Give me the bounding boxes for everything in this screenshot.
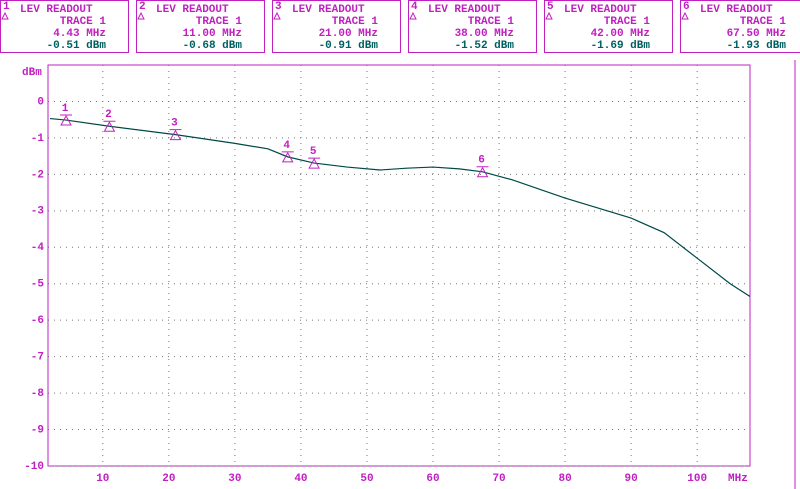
- x-tick-label: 20: [162, 473, 175, 485]
- readout-level: -1.52 dBm: [455, 40, 515, 52]
- readout-title: LEV READOUT: [292, 4, 365, 16]
- readout-box: [680, 0, 800, 53]
- marker-symbol: [103, 120, 116, 132]
- readout-level: -1.93 dBm: [727, 40, 787, 52]
- readout-title: LEV READOUT: [20, 4, 93, 16]
- readout-frequency: 42.00 MHz: [591, 28, 650, 40]
- x-tick-label: 10: [96, 473, 109, 485]
- readout-box: [272, 0, 401, 53]
- readout-frequency: 11.00 MHz: [183, 28, 242, 40]
- readout-marker-number: 6: [683, 1, 690, 13]
- y-tick-label: 0: [37, 96, 44, 108]
- plot-frame: [47, 64, 751, 467]
- marker-symbol: [60, 114, 73, 126]
- trace-line: [49, 117, 751, 297]
- marker-number: 4: [283, 140, 290, 152]
- readout-box: [544, 0, 673, 53]
- readout-marker-number: 4: [411, 1, 418, 13]
- x-tick-label: 80: [558, 473, 571, 485]
- readout-marker-symbol: [545, 11, 553, 20]
- readout-marker-symbol: [137, 11, 145, 20]
- readout-marker-number: 2: [139, 1, 146, 13]
- x-tick-label: 30: [228, 473, 241, 485]
- readout-box: [136, 0, 265, 53]
- readout-level: -0.91 dBm: [319, 40, 379, 52]
- readout-marker-symbol: [681, 11, 689, 20]
- y-axis-label: dBm: [22, 67, 42, 79]
- readout-frequency: 38.00 MHz: [455, 28, 514, 40]
- x-tick-label: 50: [360, 473, 373, 485]
- readout-title: LEV READOUT: [700, 4, 773, 16]
- readout-marker-symbol: [409, 11, 417, 20]
- x-tick-label: 60: [426, 473, 439, 485]
- readout-trace: TRACE 1: [740, 16, 787, 28]
- x-tick-label: 100: [687, 473, 707, 485]
- readout-frequency: 67.50 MHz: [727, 28, 786, 40]
- readout-box: [0, 0, 129, 53]
- x-tick-label: 70: [492, 473, 505, 485]
- marker-number: 1: [62, 103, 69, 115]
- readout-level: -1.69 dBm: [591, 40, 651, 52]
- y-tick-label: -10: [24, 461, 44, 473]
- readout-marker-symbol: [1, 11, 9, 20]
- y-tick-label: -8: [31, 388, 45, 400]
- marker-symbol: [169, 129, 182, 141]
- readout-trace: TRACE 1: [468, 16, 515, 28]
- readout-marker-symbol: [273, 11, 281, 20]
- y-tick-label: -5: [31, 279, 45, 291]
- y-tick-label: -7: [31, 352, 44, 364]
- y-tick-label: -9: [31, 424, 44, 436]
- marker-number: 3: [171, 118, 178, 130]
- readout-level: -0.51 dBm: [47, 40, 107, 52]
- readout-trace: TRACE 1: [196, 16, 243, 28]
- readout-trace: TRACE 1: [60, 16, 107, 28]
- readout-level: -0.68 dBm: [183, 40, 243, 52]
- readout-title: LEV READOUT: [428, 4, 501, 16]
- marker-symbol: [281, 151, 294, 163]
- readout-frequency: 21.00 MHz: [319, 28, 378, 40]
- y-tick-label: -6: [31, 315, 44, 327]
- x-axis-label: MHz: [728, 473, 748, 485]
- readout-title: LEV READOUT: [156, 4, 229, 16]
- readout-title: LEV READOUT: [564, 4, 637, 16]
- readout-marker-number: 5: [547, 1, 554, 13]
- y-tick-label: -2: [31, 169, 44, 181]
- readout-trace: TRACE 1: [604, 16, 651, 28]
- marker-number: 5: [310, 146, 317, 158]
- marker-number: 6: [478, 155, 485, 167]
- readout-marker-number: 3: [275, 1, 282, 13]
- readout-marker-number: 1: [3, 1, 10, 13]
- y-tick-label: -4: [31, 242, 45, 254]
- x-tick-label: 90: [625, 473, 638, 485]
- readout-box: [408, 0, 537, 53]
- marker-symbol: [476, 166, 489, 178]
- x-tick-label: 40: [294, 473, 307, 485]
- y-tick-label: -3: [31, 206, 45, 218]
- readout-trace: TRACE 1: [332, 16, 379, 28]
- marker-symbol: [308, 157, 321, 169]
- marker-number: 2: [105, 109, 112, 121]
- readout-frequency: 4.43 MHz: [53, 28, 106, 40]
- y-tick-label: -1: [31, 133, 45, 145]
